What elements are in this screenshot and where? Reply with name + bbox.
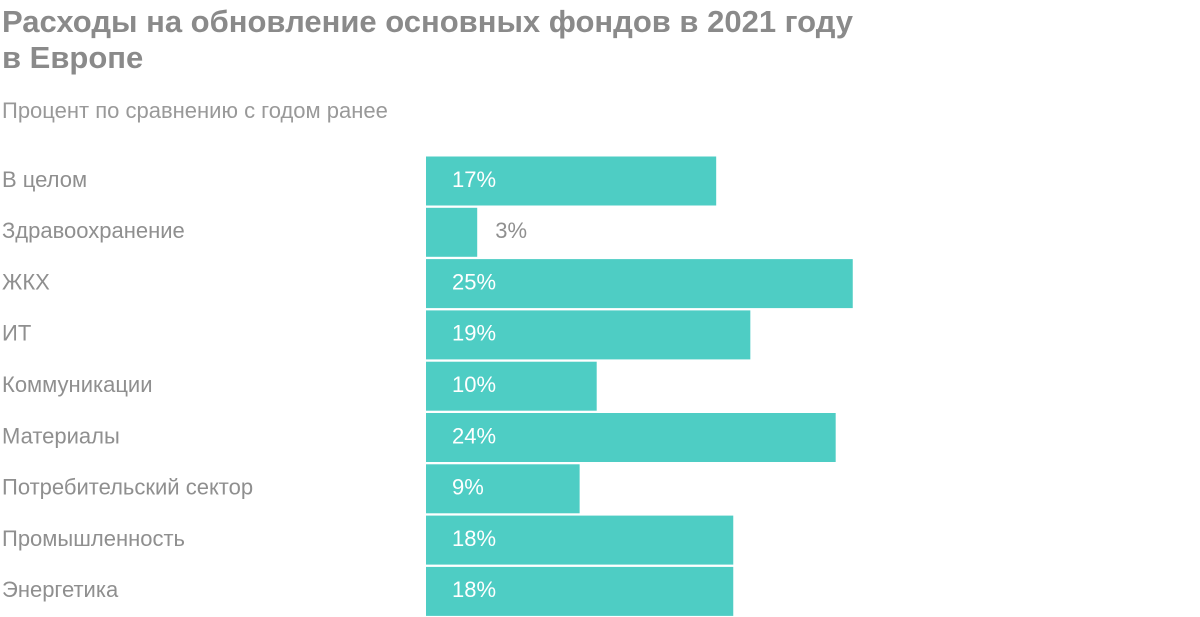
category-label: ЖКХ [2, 269, 50, 294]
bar [426, 464, 580, 514]
value-label: 3% [495, 218, 527, 243]
value-label: 9% [452, 475, 484, 500]
bar [426, 515, 734, 565]
value-label: 25% [452, 269, 496, 294]
chart-subtitle: Процент по сравнению с годом ранее [2, 98, 388, 123]
value-label: 18% [452, 526, 496, 551]
category-label: Промышленность [2, 526, 185, 551]
category-label: ИТ [2, 321, 31, 346]
bar [426, 259, 853, 309]
bar [426, 566, 734, 616]
category-label: В целом [2, 167, 87, 192]
value-label: 19% [452, 321, 496, 346]
value-label: 10% [452, 372, 496, 397]
chart-title: Расходы на обновление основных фондов в … [2, 4, 854, 75]
bar [426, 361, 597, 411]
category-label: Здравоохранение [2, 218, 185, 243]
bar [426, 310, 751, 360]
category-label: Материалы [2, 423, 120, 448]
category-label: Коммуникации [2, 372, 153, 397]
value-label: 24% [452, 423, 496, 448]
bar [426, 413, 836, 462]
value-label: 17% [452, 167, 496, 192]
category-label: Потребительский сектор [2, 475, 253, 500]
category-label: Энергетика [2, 577, 119, 602]
bar [426, 156, 717, 206]
bar [426, 207, 478, 257]
value-label: 18% [452, 577, 496, 602]
